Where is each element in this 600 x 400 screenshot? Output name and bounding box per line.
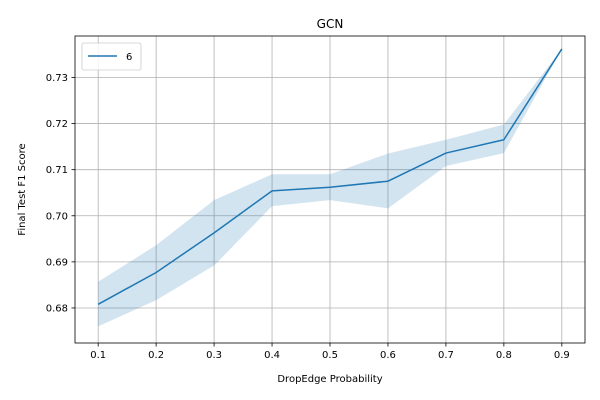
y-tick-label: 0.69 bbox=[46, 257, 68, 268]
x-tick-label: 0.8 bbox=[496, 350, 512, 361]
y-tick-label: 0.73 bbox=[46, 73, 68, 84]
x-axis-label: DropEdge Probability bbox=[277, 374, 382, 385]
x-tick-label: 0.9 bbox=[554, 350, 570, 361]
y-tick-label: 0.68 bbox=[46, 303, 68, 314]
grid bbox=[75, 36, 585, 343]
y-tick-label: 0.71 bbox=[46, 165, 68, 176]
x-tick-label: 0.6 bbox=[380, 350, 396, 361]
x-ticks: 0.1 0.2 0.3 0.4 0.5 0.6 0.7 0.8 0.9 bbox=[90, 343, 570, 361]
y-tick-label: 0.70 bbox=[46, 211, 68, 222]
y-tick-label: 0.72 bbox=[46, 119, 68, 130]
x-tick-label: 0.5 bbox=[322, 350, 338, 361]
x-tick-label: 0.4 bbox=[264, 350, 280, 361]
x-tick-label: 0.2 bbox=[148, 350, 164, 361]
y-ticks: 0.68 0.69 0.70 0.71 0.72 0.73 bbox=[46, 73, 75, 314]
x-tick-label: 0.1 bbox=[90, 350, 106, 361]
y-axis-label: Final Test F1 Score bbox=[17, 143, 28, 235]
x-tick-label: 0.7 bbox=[438, 350, 454, 361]
x-tick-label: 0.3 bbox=[206, 350, 222, 361]
series-line-layer bbox=[97, 48, 563, 305]
legend-label: 6 bbox=[126, 52, 132, 63]
legend: 6 bbox=[81, 42, 142, 71]
chart-title: GCN bbox=[317, 17, 344, 31]
series-line bbox=[97, 48, 563, 305]
